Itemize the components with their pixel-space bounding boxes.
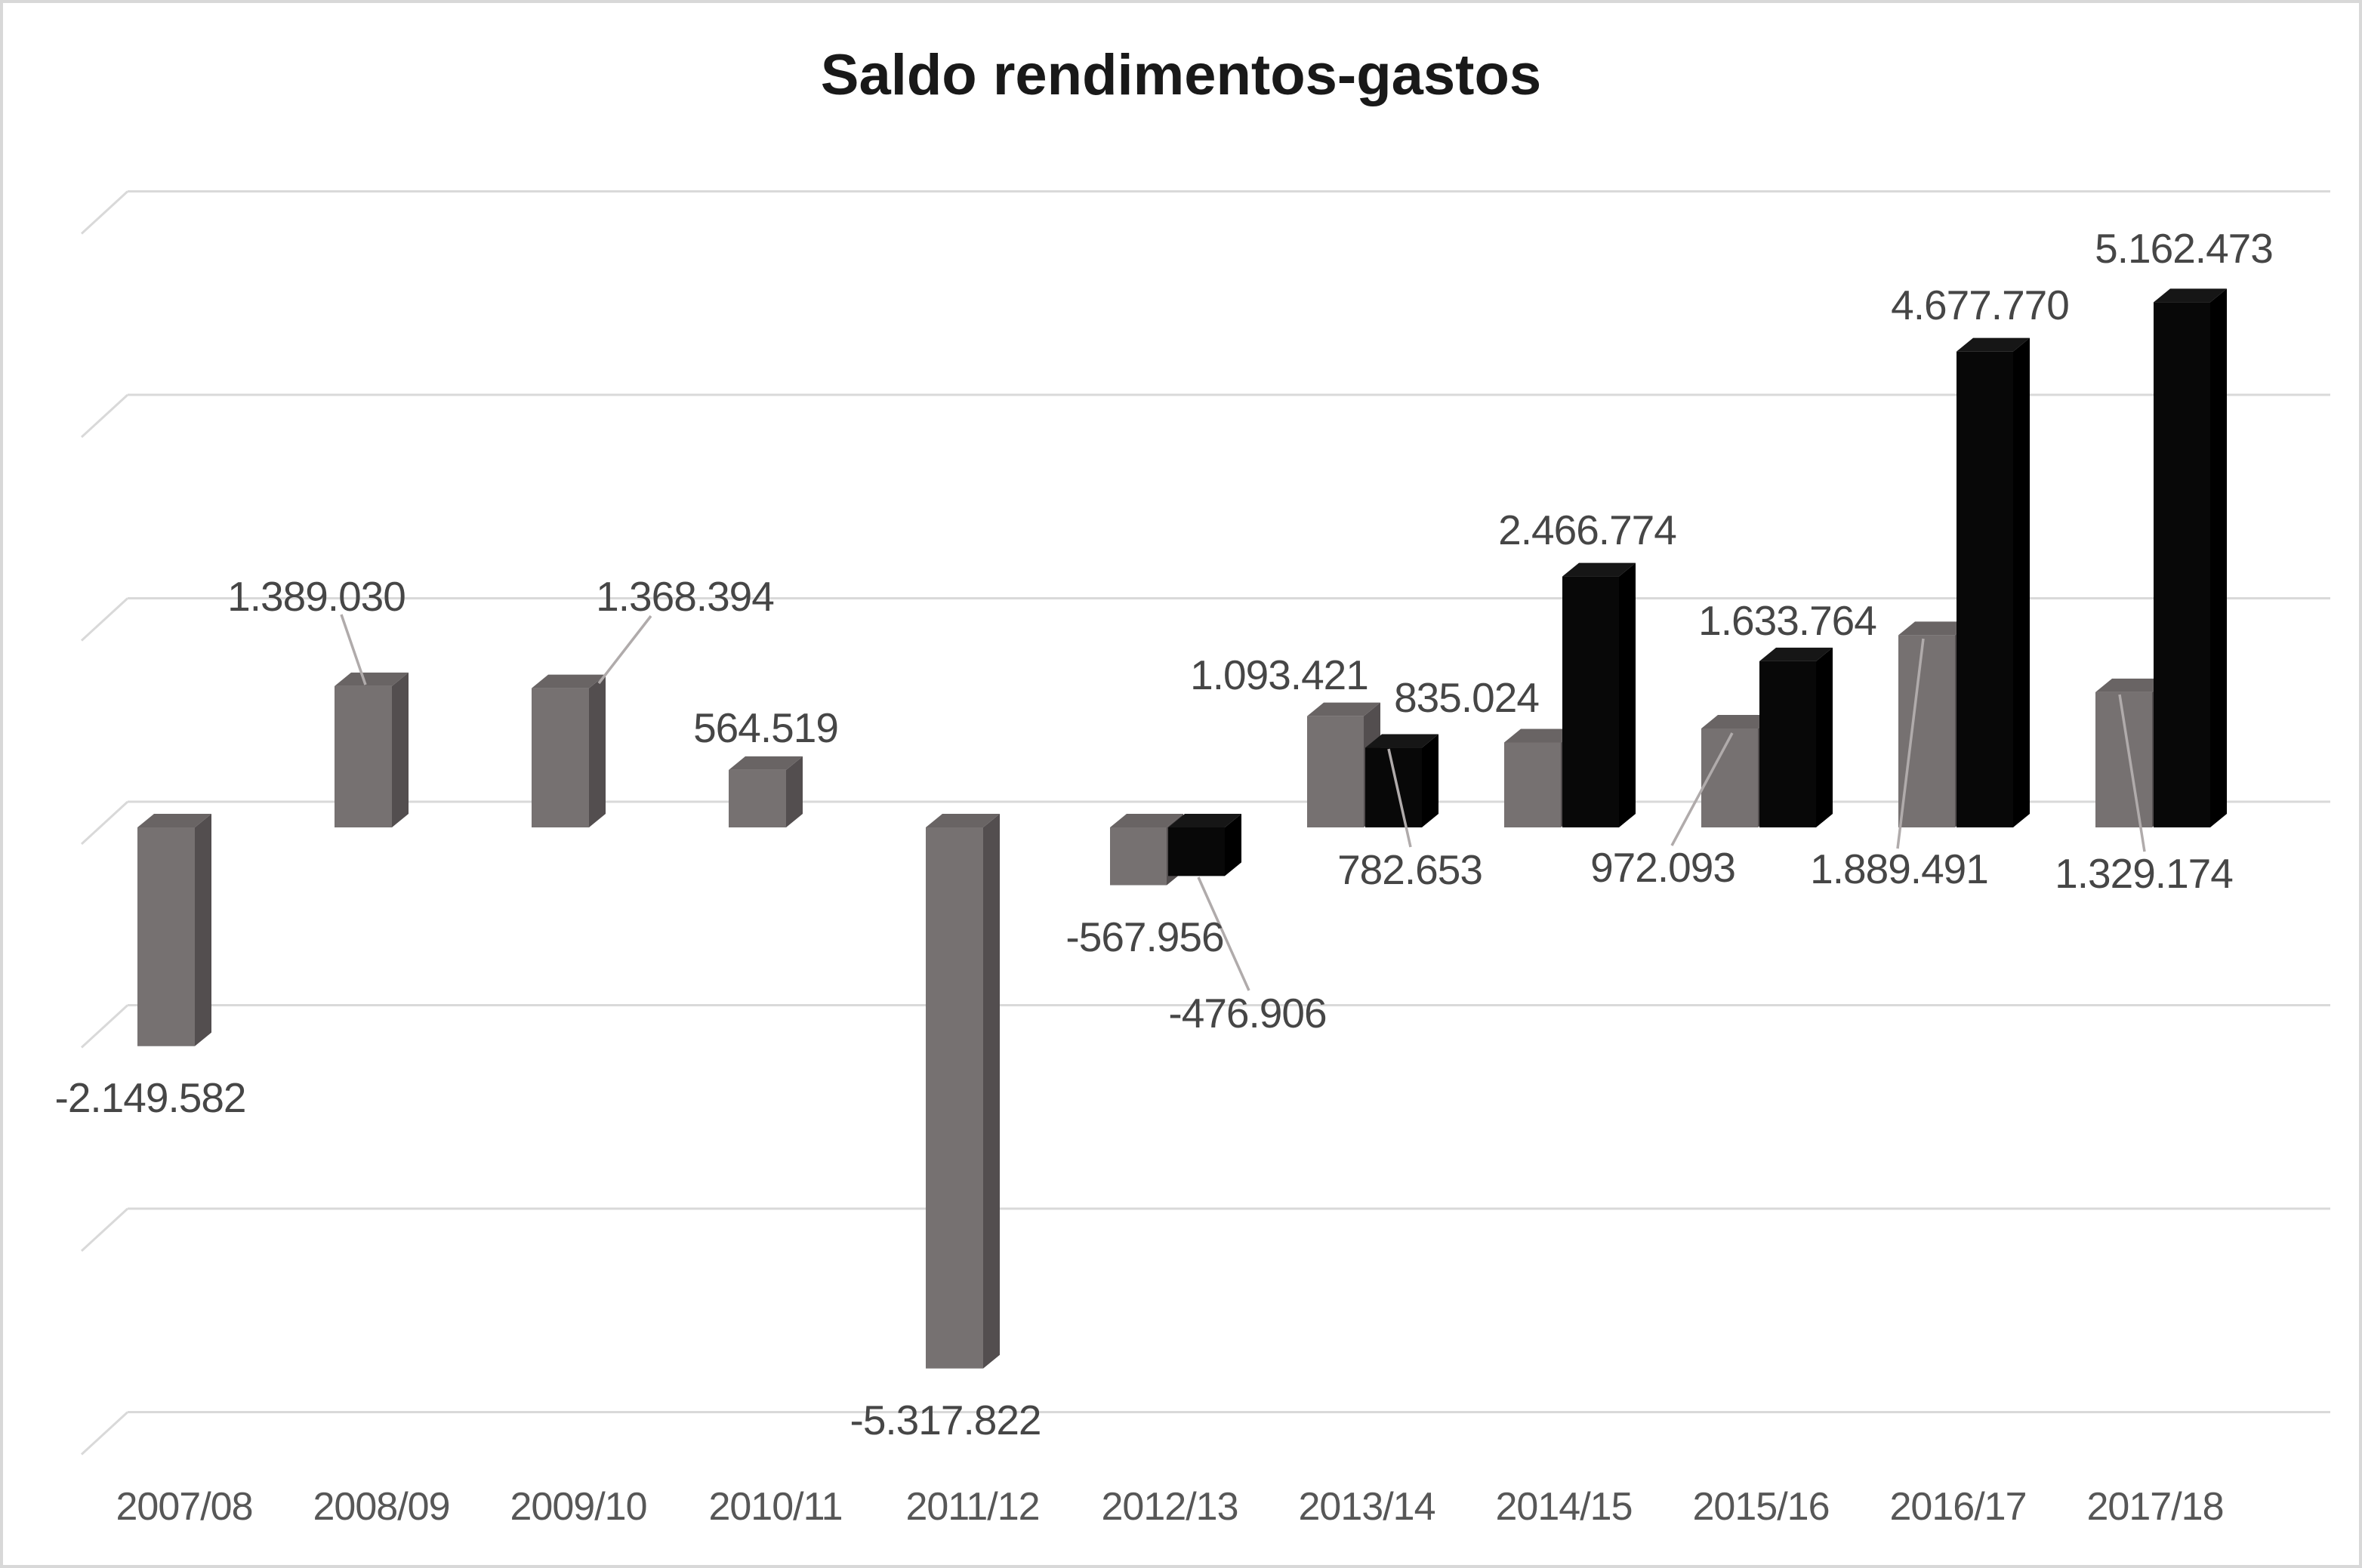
bar-side [392, 672, 409, 827]
label-leader-line [1670, 732, 1734, 846]
bar [1504, 742, 1561, 827]
data-label: 5.162.473 [2095, 225, 2273, 272]
label-leader-line [597, 615, 652, 685]
gridline-bevel [80, 597, 129, 642]
label-leader-line [340, 614, 367, 685]
x-axis-label: 2016/17 [1890, 1485, 2027, 1529]
bar [729, 769, 786, 827]
data-label: -5.317.822 [850, 1397, 1041, 1443]
bar [1562, 576, 1619, 827]
data-label: 1.368.394 [596, 573, 774, 620]
bar-top [1365, 734, 1438, 748]
bar-chart-canvas: -2.149.582 1.389.030 1.368.394 564.519 -5.31… [55, 190, 2330, 1529]
x-axis-label: 2010/11 [708, 1485, 842, 1529]
bar-top [1957, 337, 2030, 352]
bar [1701, 729, 1758, 827]
label-leader-line [2118, 694, 2146, 852]
data-label: 1.329.174 [2055, 850, 2233, 897]
bar-top [2095, 678, 2169, 692]
x-axis-label: 2012/13 [1102, 1485, 1238, 1529]
x-axis-label: 2007/08 [116, 1485, 253, 1529]
gridline-bevel [80, 393, 129, 439]
data-label: 835.024 [1394, 674, 1539, 721]
gridline-bevel [80, 800, 129, 846]
gridline-bevel [80, 1004, 129, 1049]
chart-title: Saldo rendimentos-gastos [820, 43, 1542, 107]
bar-top [532, 674, 606, 689]
bar-top [1307, 702, 1380, 716]
bar-side [1422, 734, 1438, 827]
bar-top [1759, 647, 1833, 661]
bar-top [1504, 729, 1577, 743]
bar-cap [1168, 814, 1241, 827]
bar-cap [926, 814, 1000, 827]
bar-side [1225, 814, 1241, 876]
bar-top [729, 756, 803, 770]
x-axis-label: 2011/12 [905, 1485, 1039, 1529]
bar-side [195, 814, 211, 1046]
data-label: 564.519 [693, 704, 838, 751]
data-label: 782.653 [1337, 846, 1482, 893]
bar-top [1898, 621, 1972, 636]
label-leader-line [1387, 748, 1412, 848]
data-label: 1.889.491 [1810, 846, 1988, 892]
data-label: 4.677.770 [1891, 282, 2069, 328]
bar-side [2013, 337, 2030, 827]
bar-cap [1110, 814, 1183, 827]
data-label: 2.466.774 [1498, 507, 1676, 553]
bar-side [589, 674, 606, 827]
gridline-bevel [80, 1411, 129, 1456]
bar-side [1816, 647, 1833, 827]
bar-top [335, 672, 409, 686]
bar [926, 827, 983, 1369]
bar [1365, 747, 1422, 827]
bar [1957, 351, 2013, 827]
data-label: 972.093 [1590, 844, 1735, 891]
bar [1759, 661, 1816, 827]
bar [1168, 827, 1225, 876]
bar-side [983, 814, 1000, 1369]
data-label: -476.906 [1168, 990, 1326, 1037]
x-axis-label: 2017/18 [2087, 1485, 2224, 1529]
bar [2154, 302, 2210, 827]
bar [137, 827, 195, 1046]
bar-side [1619, 562, 1636, 827]
bar [1110, 827, 1167, 886]
data-label: -2.149.582 [55, 1074, 246, 1121]
bar [532, 688, 589, 827]
bar-top [2154, 288, 2227, 303]
x-axis-label: 2009/10 [510, 1485, 647, 1529]
gridline-bevel [80, 1207, 129, 1252]
data-label: -567.956 [1065, 913, 1223, 960]
data-label: 1.633.764 [1698, 597, 1876, 644]
gridline-bevel [80, 190, 129, 235]
data-label: 1.093.421 [1190, 652, 1368, 698]
bar [335, 685, 392, 827]
bar-top [1562, 562, 1636, 577]
x-axis-label: 2013/14 [1299, 1485, 1435, 1529]
bar-side [786, 756, 803, 827]
label-leader-line [1896, 638, 1925, 849]
x-axis-label: 2014/15 [1496, 1485, 1633, 1529]
bar-side [2210, 288, 2227, 827]
bar [1898, 635, 1955, 827]
bar [1307, 716, 1364, 827]
x-axis-label: 2008/09 [313, 1485, 450, 1529]
data-label: 1.389.030 [227, 573, 405, 620]
bar-top [1701, 715, 1775, 729]
x-axis-label: 2015/16 [1693, 1485, 1830, 1529]
label-leader-line [1197, 876, 1250, 991]
bar-cap [137, 814, 211, 827]
